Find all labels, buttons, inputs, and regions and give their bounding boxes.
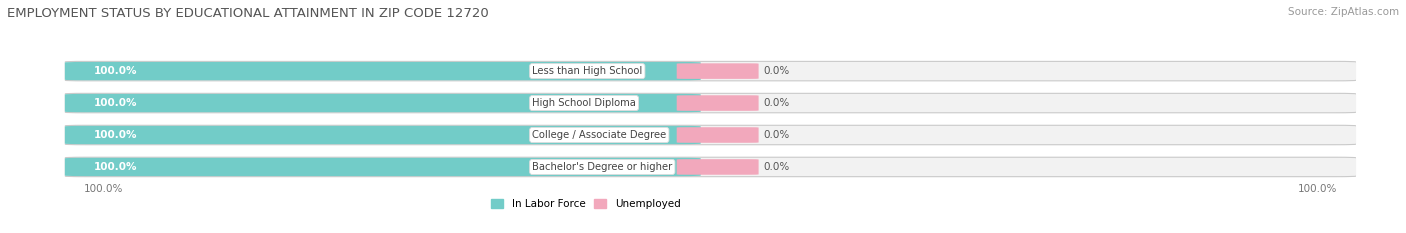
FancyBboxPatch shape	[65, 94, 1355, 112]
Text: High School Diploma: High School Diploma	[531, 98, 636, 108]
FancyBboxPatch shape	[65, 62, 1355, 80]
FancyBboxPatch shape	[65, 158, 700, 176]
Text: 0.0%: 0.0%	[763, 130, 790, 140]
Text: 100.0%: 100.0%	[94, 162, 138, 172]
FancyBboxPatch shape	[676, 159, 759, 175]
Text: 100.0%: 100.0%	[94, 130, 138, 140]
Text: 100.0%: 100.0%	[1298, 184, 1337, 194]
FancyBboxPatch shape	[65, 61, 1355, 81]
Legend: In Labor Force, Unemployed: In Labor Force, Unemployed	[486, 195, 685, 213]
FancyBboxPatch shape	[65, 93, 1355, 113]
FancyBboxPatch shape	[676, 127, 759, 143]
Text: Bachelor's Degree or higher: Bachelor's Degree or higher	[531, 162, 672, 172]
Text: 100.0%: 100.0%	[94, 98, 138, 108]
Text: Source: ZipAtlas.com: Source: ZipAtlas.com	[1288, 7, 1399, 17]
FancyBboxPatch shape	[65, 158, 1355, 176]
FancyBboxPatch shape	[65, 125, 1355, 145]
FancyBboxPatch shape	[65, 94, 700, 112]
FancyBboxPatch shape	[65, 157, 1355, 177]
FancyBboxPatch shape	[676, 63, 759, 79]
FancyBboxPatch shape	[65, 126, 1355, 144]
Text: EMPLOYMENT STATUS BY EDUCATIONAL ATTAINMENT IN ZIP CODE 12720: EMPLOYMENT STATUS BY EDUCATIONAL ATTAINM…	[7, 7, 489, 20]
Text: 100.0%: 100.0%	[94, 66, 138, 76]
Text: 100.0%: 100.0%	[84, 184, 124, 194]
Text: Less than High School: Less than High School	[531, 66, 643, 76]
Text: 0.0%: 0.0%	[763, 98, 790, 108]
FancyBboxPatch shape	[65, 62, 700, 80]
Text: 0.0%: 0.0%	[763, 66, 790, 76]
Text: 0.0%: 0.0%	[763, 162, 790, 172]
Text: College / Associate Degree: College / Associate Degree	[531, 130, 666, 140]
FancyBboxPatch shape	[65, 126, 700, 144]
FancyBboxPatch shape	[676, 95, 759, 111]
